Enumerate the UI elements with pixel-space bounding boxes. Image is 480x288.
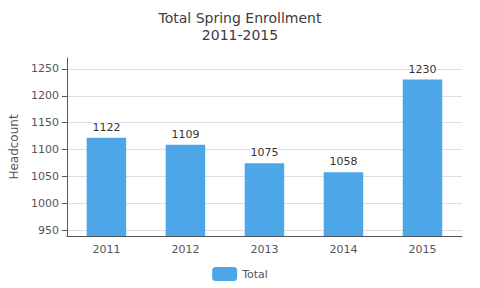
svg-text:1075: 1075 — [250, 146, 278, 159]
svg-text:1100: 1100 — [31, 143, 59, 156]
svg-text:1200: 1200 — [31, 89, 59, 102]
svg-text:Total Spring Enrollment: Total Spring Enrollment — [158, 10, 322, 26]
svg-text:1122: 1122 — [92, 121, 120, 134]
svg-text:1230: 1230 — [408, 63, 436, 76]
svg-text:1109: 1109 — [171, 128, 199, 141]
svg-text:1250: 1250 — [31, 62, 59, 75]
svg-text:2013: 2013 — [250, 243, 278, 256]
svg-text:2015: 2015 — [408, 243, 436, 256]
svg-text:950: 950 — [38, 224, 59, 237]
svg-text:2012: 2012 — [171, 243, 199, 256]
svg-text:1050: 1050 — [31, 170, 59, 183]
svg-text:Total: Total — [241, 268, 268, 281]
svg-text:2011-2015: 2011-2015 — [202, 27, 278, 43]
svg-text:1000: 1000 — [31, 197, 59, 210]
svg-text:1150: 1150 — [31, 116, 59, 129]
svg-text:1058: 1058 — [329, 155, 357, 168]
svg-text:2014: 2014 — [329, 243, 357, 256]
svg-text:Headcount: Headcount — [7, 114, 21, 180]
svg-text:2011: 2011 — [92, 243, 120, 256]
